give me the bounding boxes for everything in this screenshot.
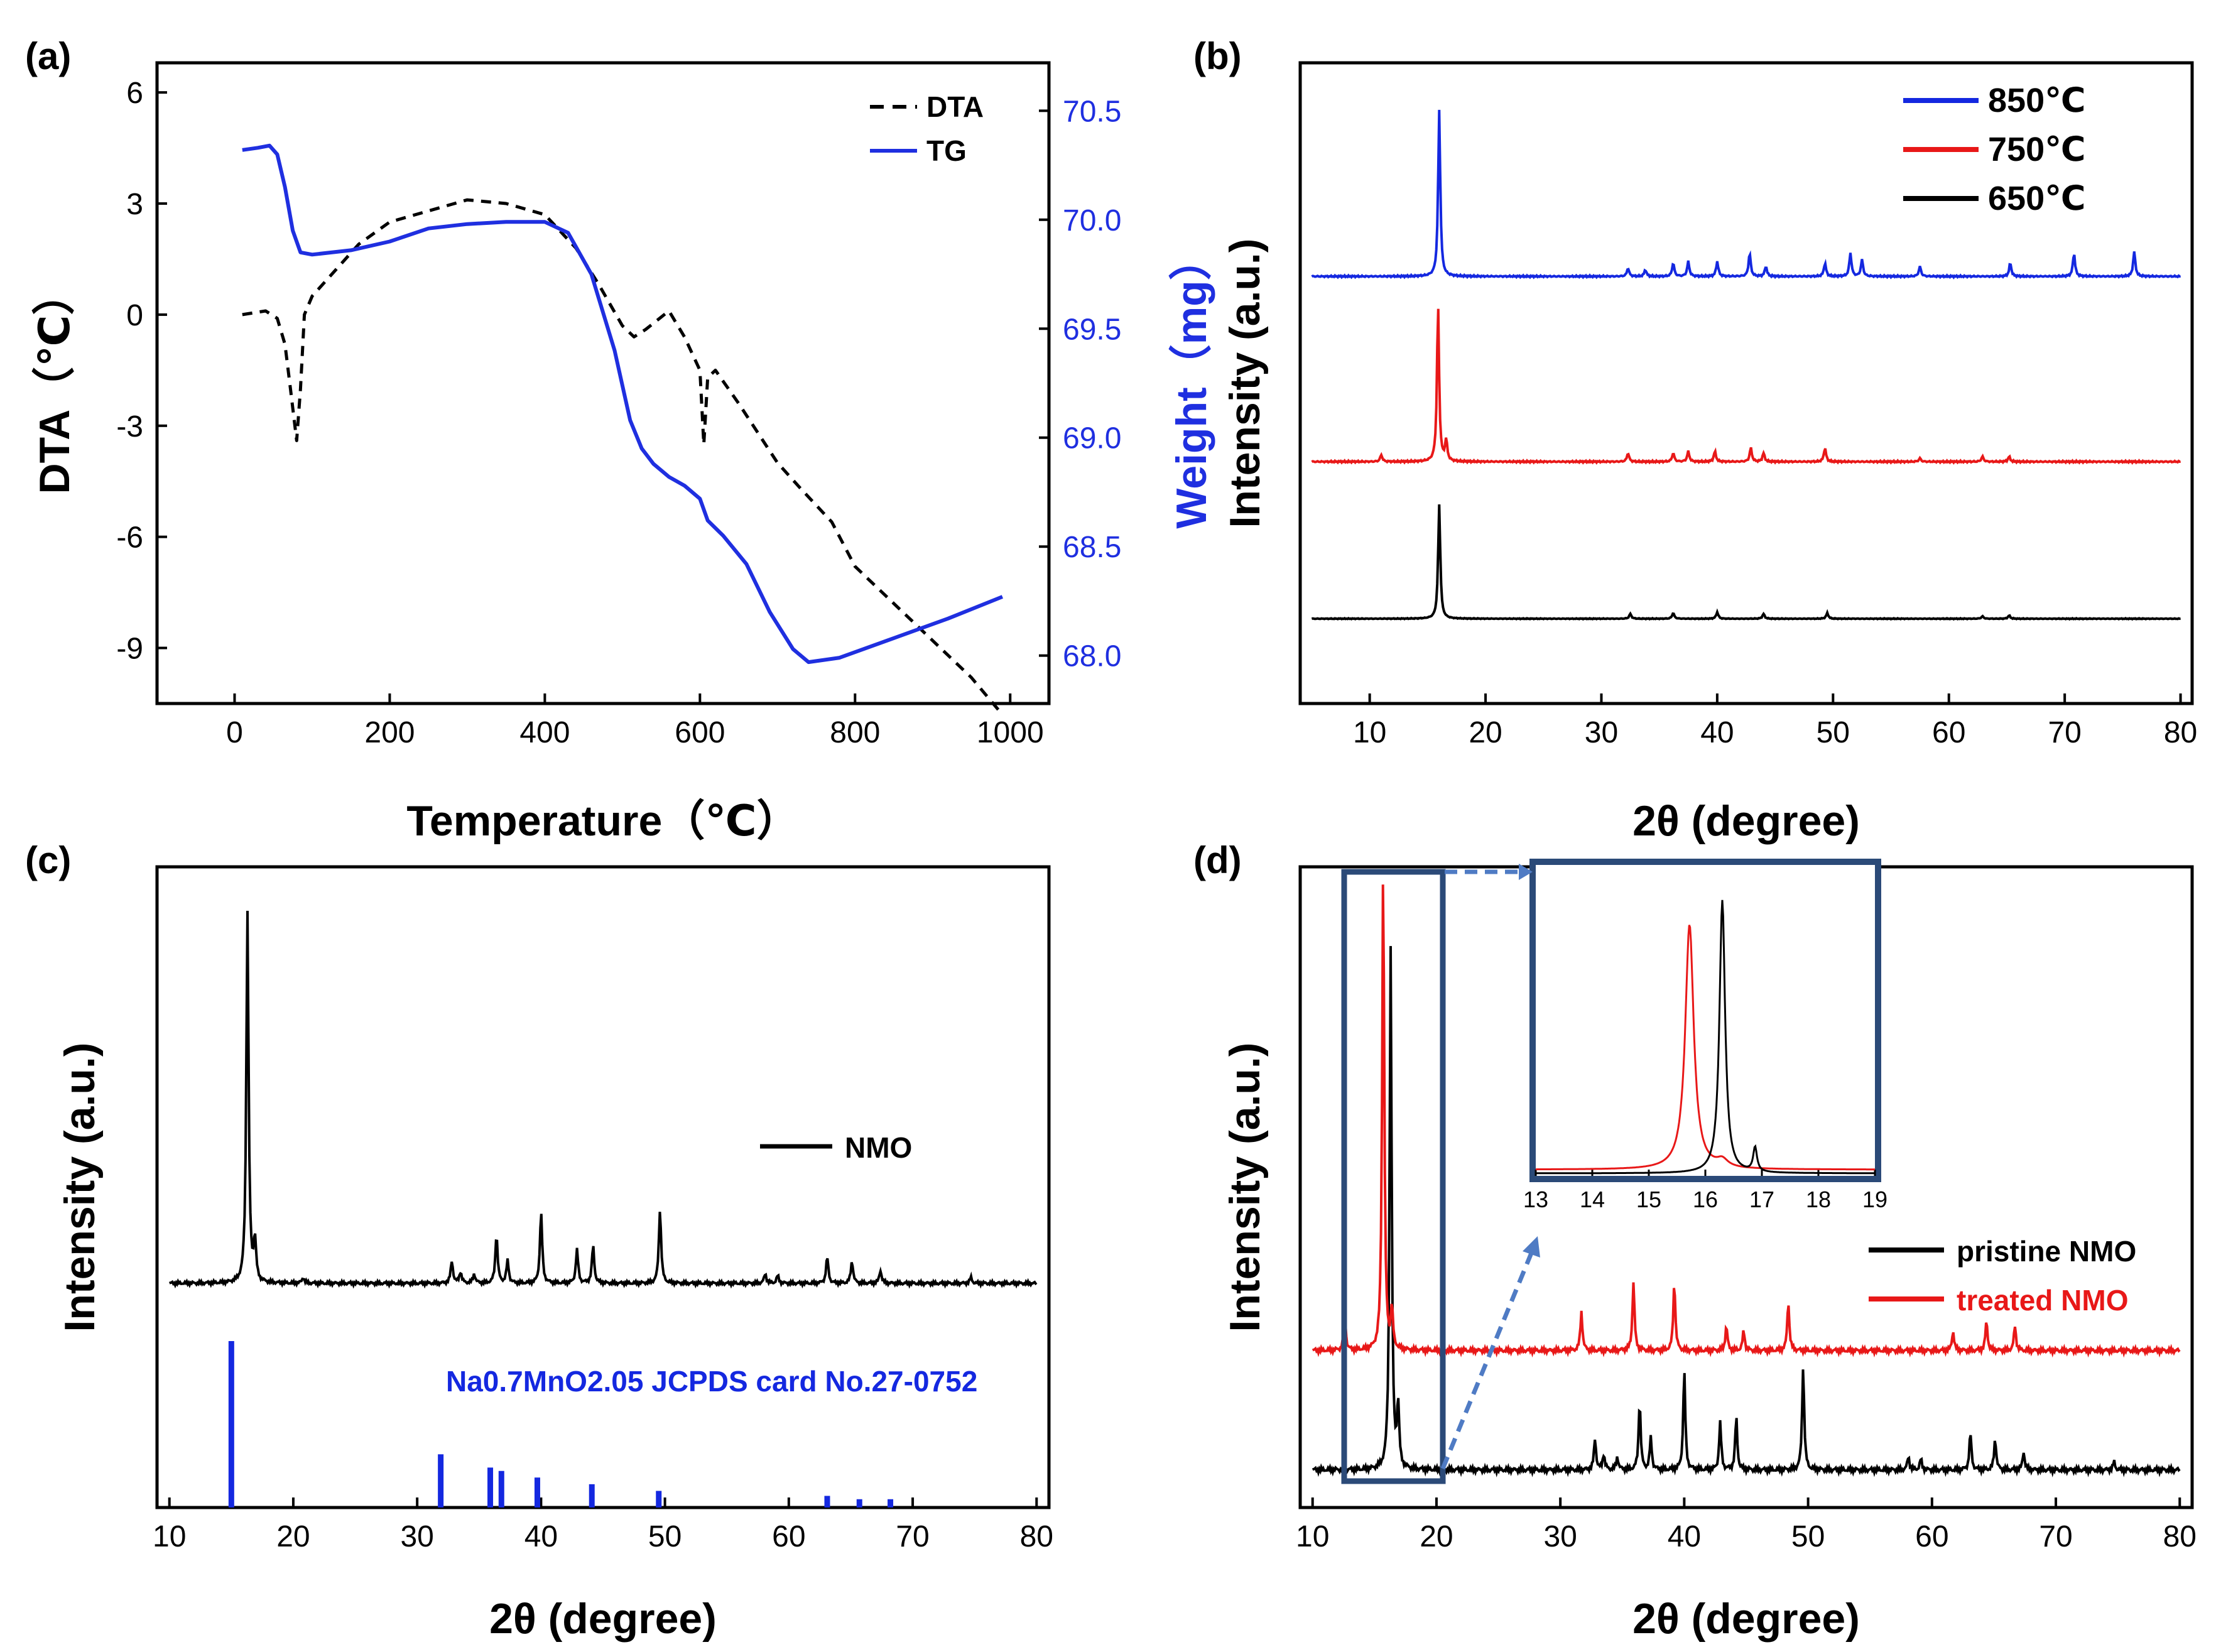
panel-d-ylabel: Intensity (a.u.)	[1221, 1043, 1269, 1332]
inset-xtick-label: 19	[1862, 1187, 1887, 1212]
a-y2tick-label: 68.0	[1063, 640, 1121, 673]
panel-label-a: (a)	[25, 35, 71, 77]
inset-treated-line	[1536, 925, 1875, 1171]
a-ytick-label: 3	[126, 188, 143, 221]
b-xtick-label: 70	[2048, 716, 2081, 749]
c-nmo-line	[168, 910, 1038, 1289]
a-ytick-label: -3	[116, 410, 143, 443]
c-xtick-label: 70	[896, 1520, 929, 1553]
panel-a-xlabel: Temperature（℃）	[406, 797, 799, 845]
d-xtick-label: 30	[1543, 1520, 1577, 1553]
a-y2tick-label: 70.5	[1063, 95, 1121, 128]
panel-b-ylabel: Intensity (a.u.)	[1221, 239, 1269, 528]
zoom-arrow-bottom	[1440, 1249, 1535, 1470]
d-xtick-label: 50	[1791, 1520, 1825, 1553]
a-y2tick-label: 69.0	[1063, 422, 1121, 455]
panel-a-frame	[155, 61, 1051, 705]
zoom-region-box	[1341, 869, 1446, 1484]
a-y2tick-label: 70.0	[1063, 204, 1121, 237]
inset-xtick-label: 14	[1580, 1187, 1605, 1212]
a-xtick-label: 400	[519, 716, 570, 749]
inset-xtick-label: 18	[1806, 1187, 1831, 1212]
inset-pristine-line	[1536, 899, 1875, 1175]
series-dta-line	[242, 198, 1004, 716]
panel-b-xlabel: 2θ (degree)	[1632, 797, 1860, 845]
panel-label-d: (d)	[1193, 839, 1242, 881]
d-xtick-label: 40	[1668, 1520, 1701, 1553]
panel-a: 0 200 400 600 800 1000 6 3 0 -3 -6 -9 70.5 70.0 69.5 69…	[31, 61, 1215, 845]
b-series-0-line	[1311, 109, 2181, 280]
a-ytick-label: 6	[126, 77, 143, 110]
b-xtick-label: 30	[1585, 716, 1618, 749]
legend-nmo-label: NMO	[845, 1131, 912, 1164]
a-xtick-label: 200	[364, 716, 415, 749]
c-xtick-label: 60	[772, 1520, 805, 1553]
c-xtick-label: 10	[153, 1520, 186, 1553]
panel-label-b: (b)	[1193, 35, 1242, 77]
legend-850-label: 850℃	[1988, 82, 2086, 119]
panel-a-ylabel: DTA（℃）	[31, 272, 79, 494]
legend-750-label: 750℃	[1988, 131, 2086, 168]
a-ytick-label: -6	[116, 521, 143, 555]
b-xtick-label: 60	[1932, 716, 1965, 749]
a-ytick-label: 0	[126, 299, 143, 332]
legend-treated-label: treated NMO	[1957, 1284, 2128, 1317]
panel-b-frame	[1298, 61, 2194, 705]
d-series-1-line	[1312, 884, 2181, 1358]
panel-d-xlabel: 2θ (degree)	[1632, 1595, 1860, 1643]
b-series-2-line	[1311, 504, 2181, 621]
zoom-arrowhead-bottom	[1523, 1236, 1540, 1258]
a-xtick-label: 600	[675, 716, 725, 749]
b-xtick-label: 20	[1469, 716, 1502, 749]
d-xtick-label: 10	[1296, 1520, 1329, 1553]
b-xtick-label: 10	[1353, 716, 1386, 749]
panel-label-c: (c)	[25, 839, 71, 881]
d-xtick-label: 80	[2163, 1520, 2197, 1553]
panel-b: 10 20 30 40 50 60 70 80 2θ (degree) Intensity (…	[1221, 61, 2197, 845]
inset-xtick-label: 16	[1693, 1187, 1718, 1212]
d-xtick-label: 20	[1420, 1520, 1453, 1553]
legend-pristine-label: pristine NMO	[1957, 1235, 2136, 1268]
panel-c-frame	[155, 865, 1051, 1509]
c-xtick-label: 30	[400, 1520, 433, 1553]
inset-xtick-label: 17	[1749, 1187, 1774, 1212]
panel-d: 10 20 30 40 50 60 70 80 2θ (degree) Intensity (…	[1221, 859, 2197, 1643]
b-xtick-label: 50	[1817, 716, 1850, 749]
a-y2tick-label: 69.5	[1063, 313, 1121, 346]
series-tg-line	[242, 143, 1004, 665]
b-series-1-line	[1311, 308, 2181, 465]
zoom-arrowhead-top	[1519, 864, 1533, 880]
b-xtick-label: 40	[1700, 716, 1734, 749]
inset-xtick-label: 15	[1636, 1187, 1661, 1212]
c-xtick-label: 40	[524, 1520, 558, 1553]
inset-frame	[1529, 859, 1881, 1182]
c-xtick-label: 20	[276, 1520, 310, 1553]
c-xtick-label: 80	[1020, 1520, 1053, 1553]
d-xtick-label: 60	[1915, 1520, 1948, 1553]
inset-xtick-label: 13	[1523, 1187, 1548, 1212]
d-series-0-line	[1312, 946, 2181, 1477]
panel-c: 10 20 30 40 50 60 70 80 2θ (degree) Intensity (…	[56, 865, 1053, 1643]
b-xtick-label: 80	[2164, 716, 2197, 749]
a-xtick-label: 0	[226, 716, 243, 749]
d-xtick-label: 70	[2039, 1520, 2072, 1553]
legend-650-label: 650℃	[1988, 180, 2086, 217]
c-xtick-label: 50	[648, 1520, 682, 1553]
a-xtick-label: 1000	[977, 716, 1044, 749]
reference-card-label: Na0.7MnO2.05 JCPDS card No.27-0752	[446, 1365, 977, 1398]
a-xtick-label: 800	[830, 716, 880, 749]
legend-tg-label: TG	[926, 134, 967, 167]
a-ytick-label: -9	[116, 633, 143, 666]
legend-dta-label: DTA	[926, 90, 984, 123]
panel-a-y2label: Weight（mg）	[1168, 237, 1215, 528]
panel-c-xlabel: 2θ (degree)	[489, 1595, 717, 1643]
a-y2tick-label: 68.5	[1063, 531, 1121, 564]
panel-c-ylabel: Intensity (a.u.)	[56, 1043, 104, 1332]
